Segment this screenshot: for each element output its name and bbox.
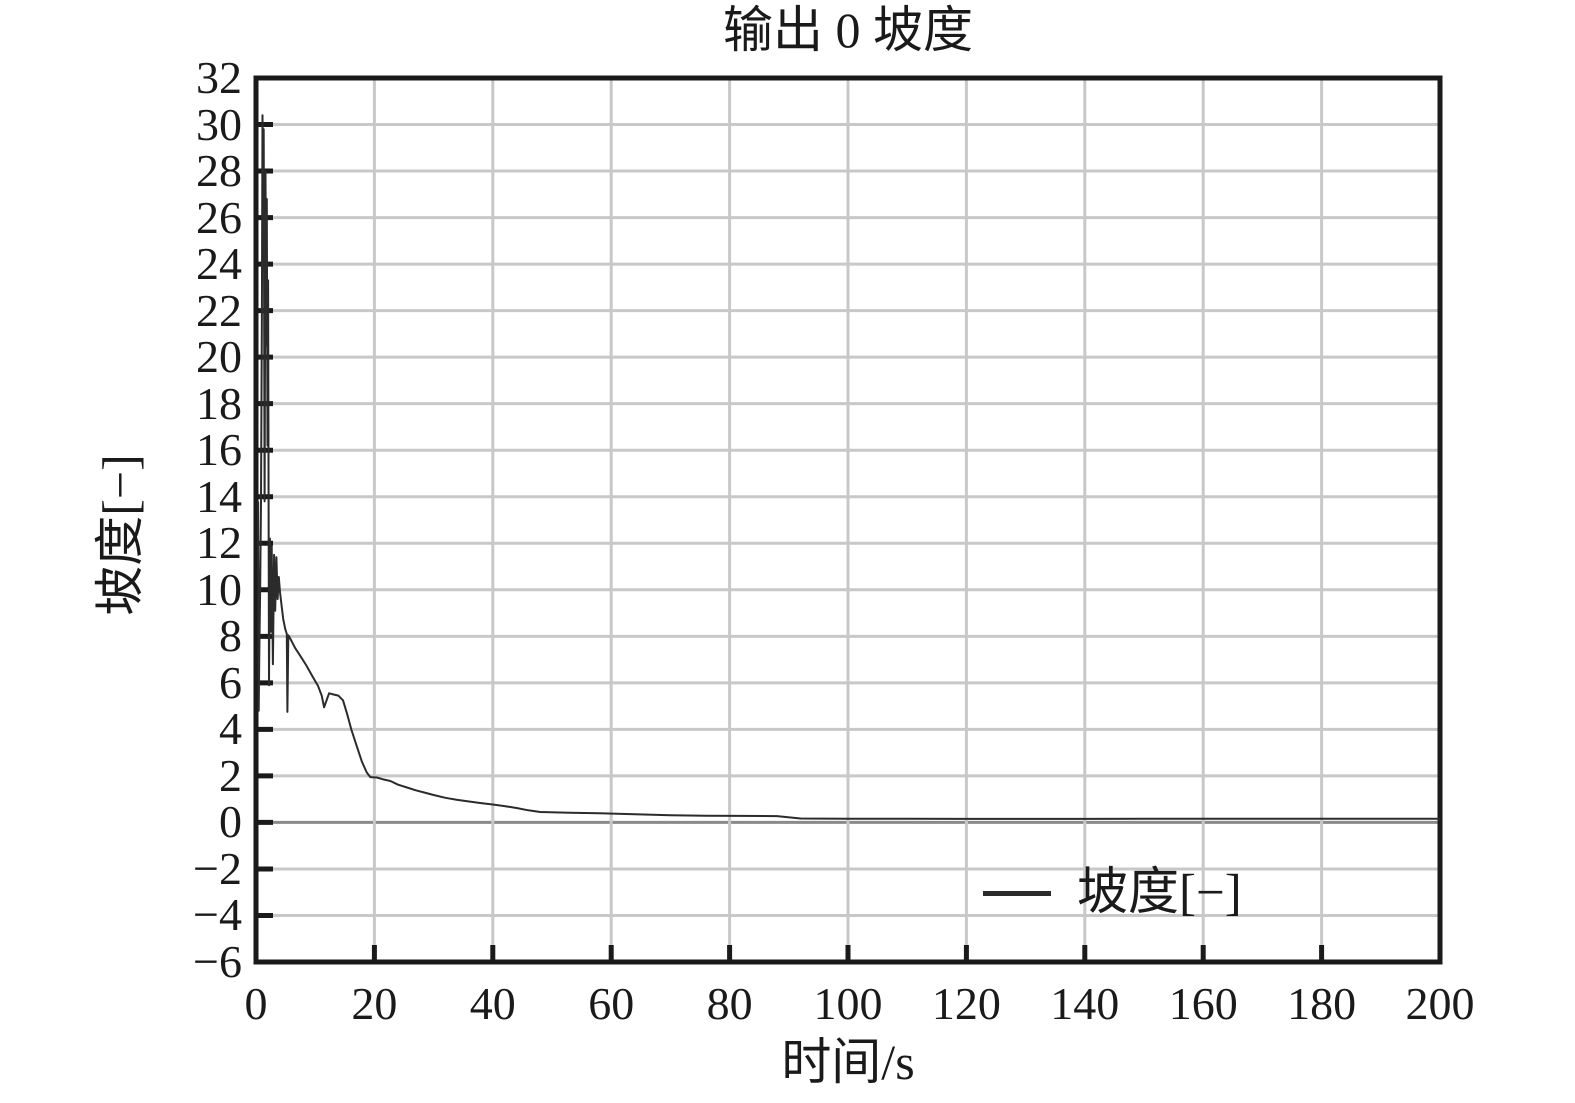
chart-title: 输出 0 坡度	[723, 2, 973, 58]
x-tick-label: 60	[588, 978, 635, 1029]
y-tick-label: −2	[193, 842, 242, 894]
y-tick-label: 24	[196, 238, 242, 290]
y-tick-label: 2	[219, 749, 242, 801]
x-axis-label: 时间/s	[781, 1034, 915, 1090]
y-tick-label: 32	[196, 52, 242, 103]
y-tick-label: 0	[219, 796, 242, 848]
slope-curve	[257, 114, 1440, 820]
legend: 坡度[−]	[983, 858, 1242, 928]
x-tick-label: 20	[351, 978, 398, 1029]
y-tick-label: 16	[196, 424, 242, 476]
legend-line-sample	[983, 890, 1051, 896]
y-tick-label: 28	[196, 145, 242, 197]
x-tick-label: 80	[706, 978, 753, 1029]
x-tick-label: 100	[813, 978, 883, 1029]
y-tick-label: 8	[219, 610, 242, 662]
y-tick-label: 30	[196, 98, 242, 150]
y-tick-label: 14	[196, 470, 242, 522]
x-tick-label: 40	[469, 978, 516, 1029]
x-tick-label: 180	[1287, 978, 1357, 1029]
y-tick-label: 20	[196, 331, 242, 383]
x-tick-label: 140	[1050, 978, 1120, 1029]
y-tick-label: 18	[196, 377, 242, 429]
x-tick-label: 120	[931, 978, 1001, 1029]
y-tick-label: 4	[219, 703, 242, 755]
y-axis-label: 坡度[−]	[92, 454, 148, 616]
legend-label: 坡度[−]	[1077, 865, 1242, 921]
x-tick-label: 160	[1168, 978, 1238, 1029]
y-tick-label: 10	[196, 563, 242, 615]
y-tick-label: 26	[196, 191, 242, 243]
y-tick-label: 12	[196, 517, 242, 569]
y-tick-label: 6	[219, 656, 242, 708]
y-tick-label: −6	[193, 936, 242, 987]
y-tick-label: −4	[193, 889, 242, 941]
y-tick-label: 22	[196, 284, 242, 336]
x-tick-label: 0	[244, 978, 268, 1029]
x-tick-label: 200	[1405, 978, 1475, 1029]
